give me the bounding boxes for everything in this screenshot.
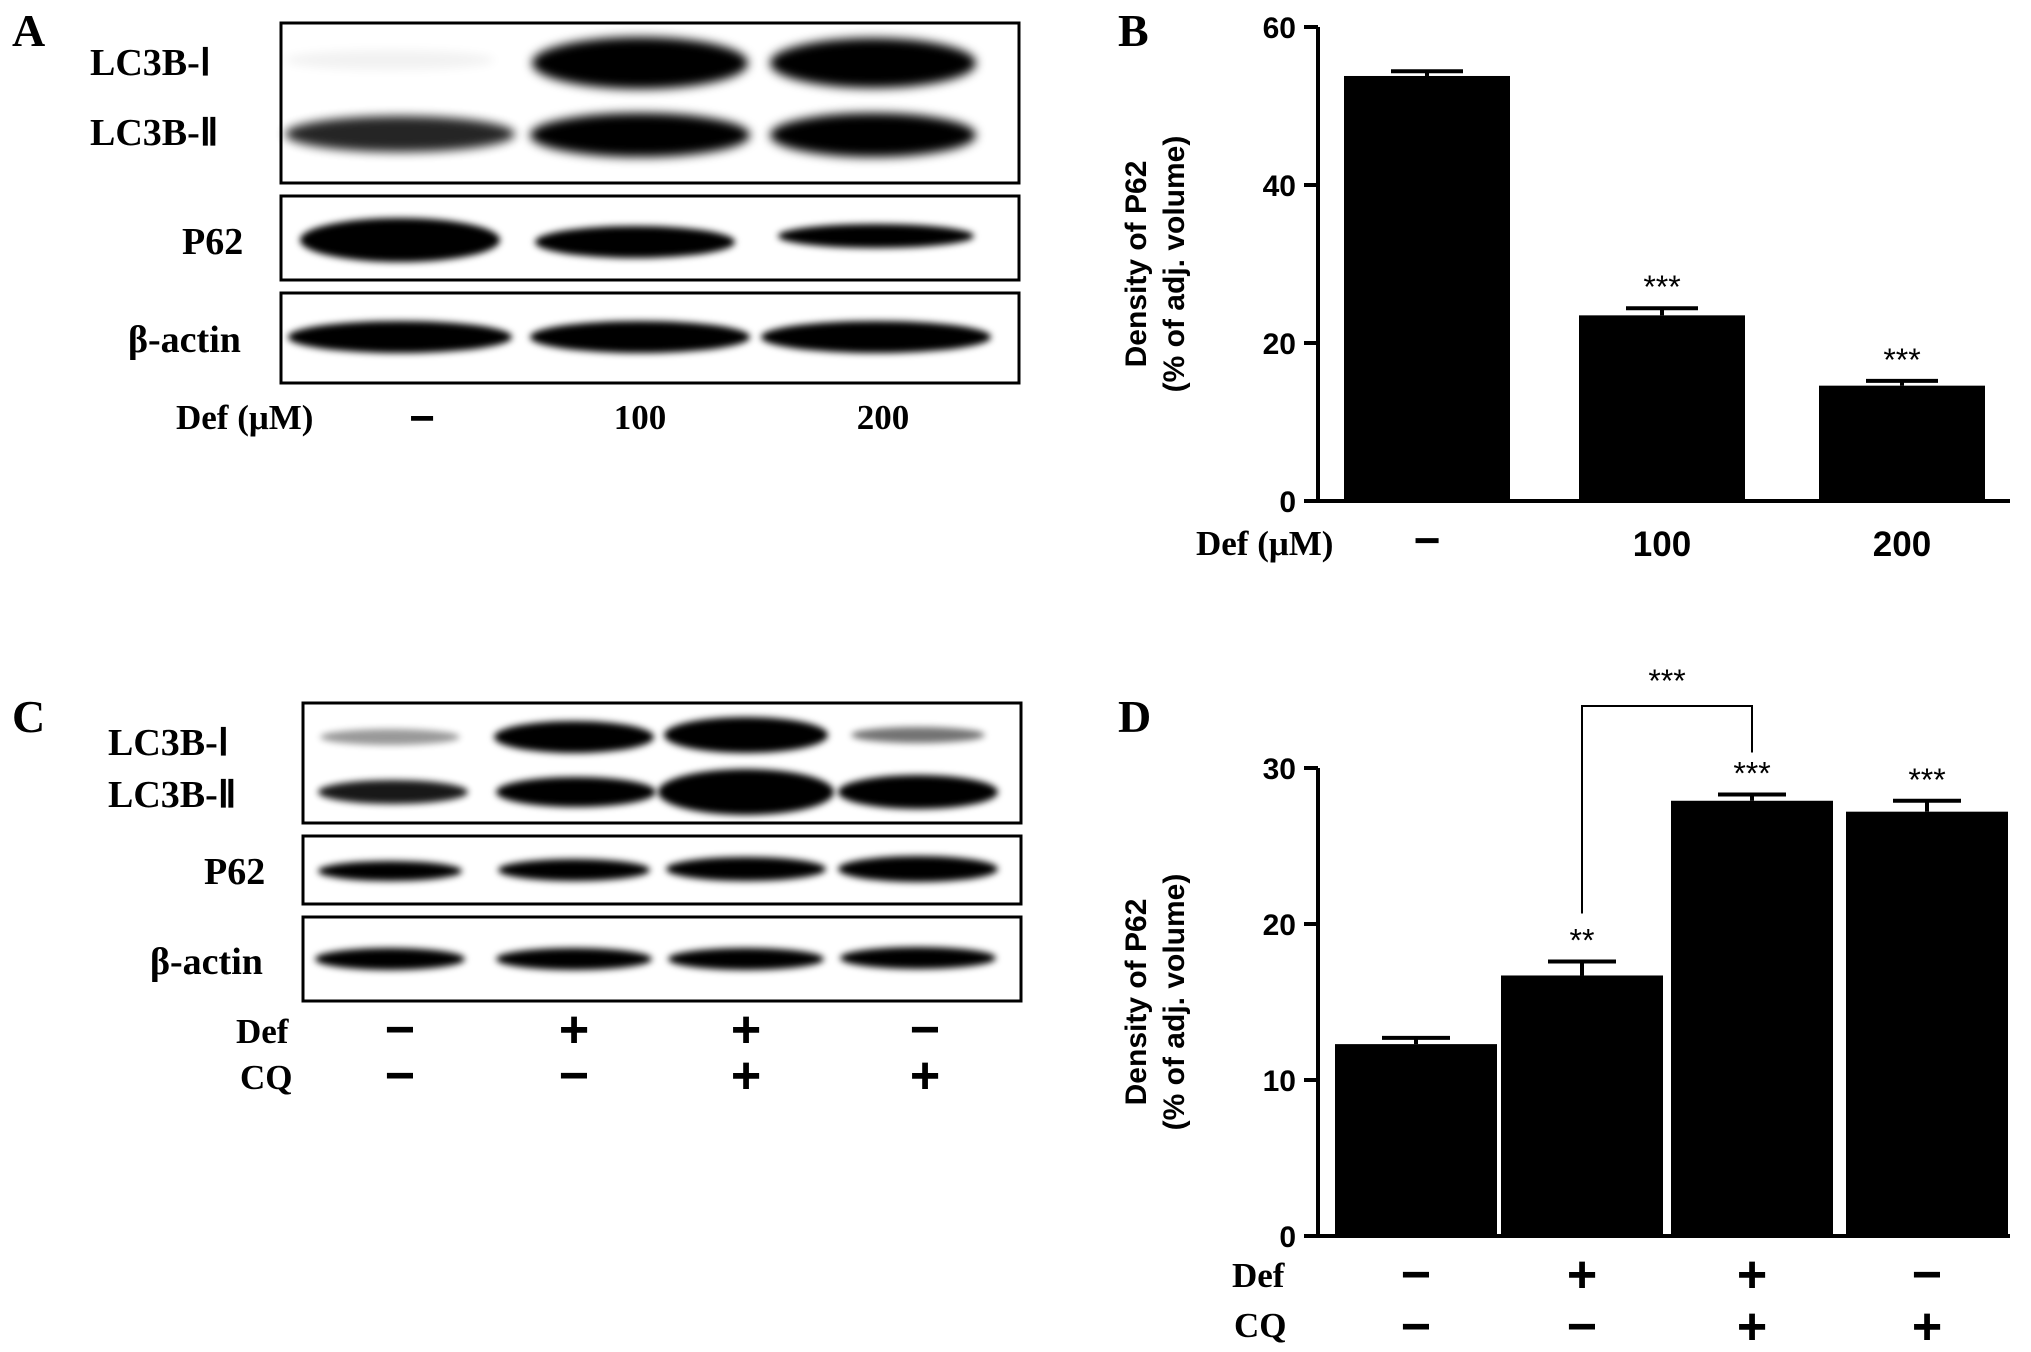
chart-d-significance-label: *** <box>1733 756 1770 792</box>
chart-d-bar <box>1335 1044 1497 1236</box>
chart-d-bar <box>1671 800 1833 1236</box>
blot-a-p62 <box>279 194 1021 282</box>
band-a-lc3b2-lane1 <box>285 116 515 152</box>
chart-b-y-tick-label: 60 <box>1263 12 1296 45</box>
chart-d-condition-sign: + <box>1567 1246 1597 1304</box>
chart-d-bracket-label: *** <box>1648 663 1685 699</box>
blot-a-row-label-p62: P62 <box>182 221 244 263</box>
chart-d-condition-label-cq: CQ <box>1234 1306 1287 1345</box>
blot-a-condition-value: − <box>409 394 435 443</box>
chart-b-category-tick-label: 100 <box>1633 525 1691 564</box>
chart-b-y-tick-label: 0 <box>1279 486 1296 519</box>
chart-d-y-tick-label: 30 <box>1263 753 1296 786</box>
blot-a-row-label-lc3b1: LC3B-Ⅰ <box>90 42 211 84</box>
chart-d-y-axis-label-2: (% of adj. volume) <box>1158 874 1191 1131</box>
blot-a-condition-label: Def (μM) <box>176 398 314 437</box>
blot-c-cq-sign: + <box>730 1047 762 1105</box>
blot-a-row-label-lc3b2: LC3B-Ⅱ <box>90 112 219 154</box>
chart-d-significance-label: *** <box>1908 762 1945 798</box>
chart-b-category-tick-label: − <box>1414 514 1441 566</box>
chart-d-condition-sign: − <box>1567 1298 1597 1352</box>
chart-d-significance-label: ** <box>1570 922 1595 958</box>
band-a-lc3b2-lane3 <box>770 113 976 157</box>
chart-b-y-tick-label: 20 <box>1263 328 1296 361</box>
blot-c-def-sign: − <box>384 1001 416 1059</box>
band-a-lc3b1-lane2 <box>532 37 748 89</box>
chart-b-y-axis-label-2: (% of adj. volume) <box>1158 136 1191 393</box>
chart-b-y-axis-label: Density of P62 <box>1120 161 1153 368</box>
chart-b-bar <box>1819 385 1985 501</box>
band-a-lc3b1-lane1 <box>285 50 495 70</box>
blot-c-cq-sign: + <box>909 1047 941 1105</box>
chart-d-condition-sign: − <box>1401 1246 1431 1304</box>
chart-d-condition-sign: − <box>1912 1246 1942 1304</box>
chart-b-y-tick-label: 40 <box>1263 170 1296 203</box>
panel-letter-d: D <box>1118 691 1152 742</box>
chart-d-significance-bracket <box>1581 705 1753 914</box>
chart-d-condition-sign: + <box>1737 1246 1767 1304</box>
chart-d-condition-label-def: Def <box>1232 1256 1285 1295</box>
blot-c-row-label-p62: P62 <box>204 851 266 893</box>
blot-c-row-label-lc3b1: LC3B-Ⅰ <box>108 722 229 764</box>
blot-c-cq-sign: − <box>384 1047 416 1105</box>
blot-c-cq-sign: − <box>558 1047 590 1105</box>
chart-d-condition-sign: + <box>1737 1298 1767 1352</box>
chart-d-y-tick-label: 0 <box>1279 1221 1296 1254</box>
blot-a-actin <box>279 291 1021 385</box>
blot-a-lc3b <box>279 21 1021 185</box>
chart-d-condition-sign: + <box>1912 1298 1942 1352</box>
blot-a-condition-value: 200 <box>856 398 910 437</box>
blot-c-p62 <box>301 834 1023 906</box>
chart-d-y-tick-label: 20 <box>1263 909 1296 942</box>
band-a-lc3b1-lane3 <box>770 38 976 88</box>
blot-a-condition-value: 100 <box>613 398 667 437</box>
chart-d-condition-sign: − <box>1401 1298 1431 1352</box>
chart-d-y-tick-label: 10 <box>1263 1065 1296 1098</box>
blot-c-row-label-lc3b2: LC3B-Ⅱ <box>108 774 237 816</box>
blot-a-row-label-actin: β-actin <box>128 319 241 361</box>
blot-c-condition-label-def: Def <box>236 1012 289 1051</box>
chart-b-significance-label: *** <box>1643 269 1680 305</box>
blot-c-lc3b <box>301 701 1023 825</box>
chart-b-category-label: Def (μM) <box>1196 524 1334 563</box>
blot-c-def-sign: + <box>730 1001 762 1059</box>
band-a-lc3b2-lane2 <box>530 113 750 157</box>
panel-letter-c: C <box>12 691 46 742</box>
chart-b-significance-label: *** <box>1883 342 1920 378</box>
blot-c-def-sign: − <box>909 1001 941 1059</box>
panel-letter-a: A <box>12 5 46 56</box>
panel-letter-b: B <box>1118 5 1149 56</box>
chart-b-bar <box>1579 315 1745 501</box>
chart-d-bar <box>1501 975 1663 1236</box>
blot-c-def-sign: + <box>558 1001 590 1059</box>
chart-b-bar <box>1344 75 1510 501</box>
blot-c-actin <box>301 915 1023 1003</box>
blot-c-row-label-actin: β-actin <box>150 941 263 983</box>
chart-b-category-tick-label: 200 <box>1873 525 1931 564</box>
chart-d-y-axis-label: Density of P62 <box>1120 899 1153 1106</box>
chart-d-bar <box>1846 811 2008 1236</box>
blot-c-condition-label-cq: CQ <box>240 1058 293 1097</box>
